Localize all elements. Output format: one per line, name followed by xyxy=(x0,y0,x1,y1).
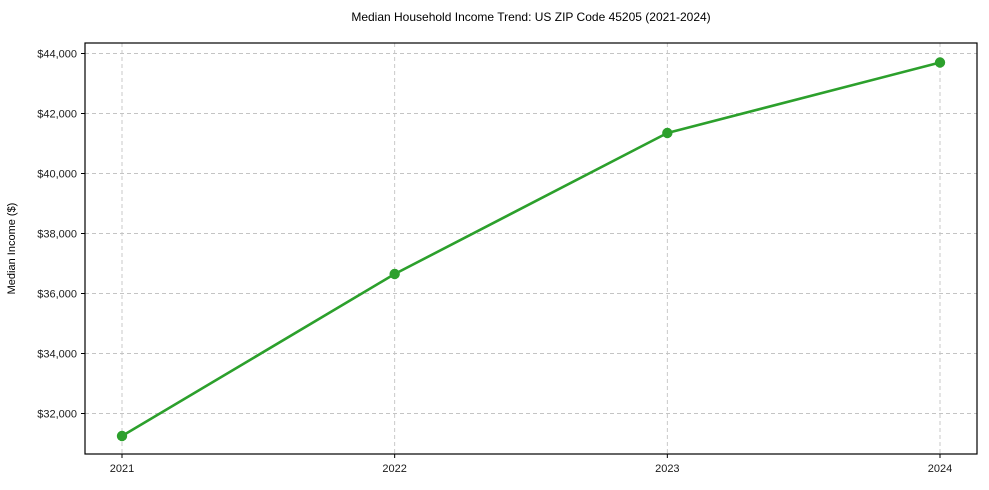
data-point-2023 xyxy=(662,127,673,139)
trend-line xyxy=(120,61,942,438)
chart-title: Median Household Income Trend: US ZIP Co… xyxy=(351,10,710,24)
y-axis-label: Median Income ($) xyxy=(6,203,18,295)
y-tick-label: $32,000 xyxy=(37,409,77,421)
plot-frame xyxy=(84,42,978,455)
data-point-2021 xyxy=(116,430,128,442)
data-point-2022 xyxy=(389,268,400,280)
y-tick-label: $44,000 xyxy=(37,49,77,61)
y-tick-label: $40,000 xyxy=(37,169,77,181)
y-tick-label: $36,000 xyxy=(37,289,77,301)
plot-area: $32,000 $34,000 $36,000 $38,000 $40,000 $42,0… xyxy=(37,42,978,475)
x-tick-label: 2021 xyxy=(110,463,134,475)
y-tick-label: $42,000 xyxy=(37,109,77,121)
x-tick-label: 2022 xyxy=(382,463,406,475)
y-tick-label: $34,000 xyxy=(37,349,77,361)
x-tick-label: 2023 xyxy=(655,463,679,475)
x-tick-label: 2024 xyxy=(928,463,952,475)
data-point-2024 xyxy=(934,57,946,68)
y-tick-label: $38,000 xyxy=(37,229,77,241)
